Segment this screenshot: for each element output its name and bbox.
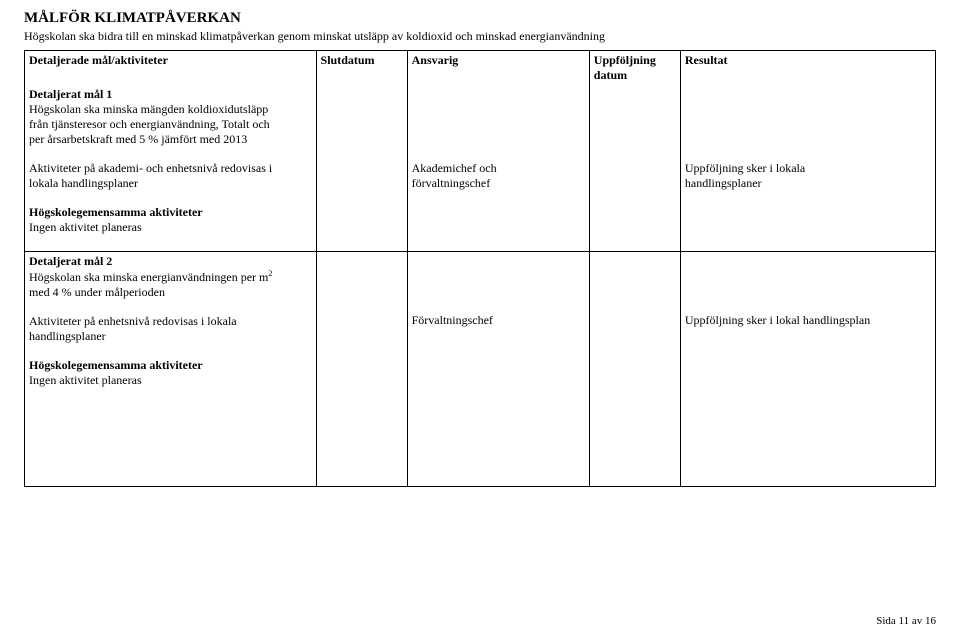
goal2-uppfoljning — [589, 252, 680, 487]
goal2-common-text: Ingen aktivitet planeras — [29, 373, 142, 387]
goal2-ansvarig: Förvaltningschef — [407, 252, 589, 487]
goal2-slutdatum — [316, 252, 407, 487]
col-header-uppfoljning-l1: Uppföljning — [594, 53, 656, 67]
goal2-ansvarig-text: Förvaltningschef — [412, 313, 493, 327]
goal1-text-l2: från tjänsteresor och energianvändning, … — [29, 117, 270, 131]
page-footer: Sida 11 av 16 — [876, 615, 936, 627]
goal2-label: Detaljerat mål 2 — [29, 254, 112, 268]
goal2-common-label: Högskolegemensamma aktiviteter — [29, 358, 203, 372]
page-subtitle: Högskolan ska bidra till en minskad klim… — [24, 29, 936, 44]
goal2-text-l2: med 4 % under målperioden — [29, 285, 165, 299]
goal1-ansvarig-l1: Akademichef och — [412, 161, 497, 175]
goal1-common-text: Ingen aktivitet planeras — [29, 220, 142, 234]
page-title: MÅLFÖR KLIMATPÅVERKAN — [24, 10, 936, 27]
goal2-activity-l1: Aktiviteter på enhetsnivå redovisas i lo… — [29, 314, 237, 328]
goal1-ansvarig-l2: förvaltningschef — [412, 176, 491, 190]
goal1-ansvarig: Akademichef och förvaltningschef — [407, 85, 589, 252]
goal1-slutdatum — [316, 85, 407, 252]
goal1-text-l3: per årsarbetskraft med 5 % jämfört med 2… — [29, 132, 247, 146]
col-header-uppfoljning: Uppföljning datum — [589, 51, 680, 86]
goal2-result-text: Uppföljning sker i lokal handlingsplan — [685, 313, 870, 327]
goal1-text-l1: Högskolan ska minska mängden koldioxidut… — [29, 102, 268, 116]
col-header-ansvarig: Ansvarig — [407, 51, 589, 86]
goal1-resultat: Uppföljning sker i lokala handlingsplane… — [680, 85, 935, 252]
table-header-row: Detaljerade mål/aktiviteter Slutdatum An… — [25, 51, 936, 86]
goal1-activity-l1: Aktiviteter på akademi- och enhetsnivå r… — [29, 161, 272, 175]
col-header-uppfoljning-l2: datum — [594, 68, 627, 82]
goal2-activity-l2: handlingsplaner — [29, 329, 106, 343]
goal2-text-l1a: Högskolan ska minska energianvändningen … — [29, 270, 268, 284]
goal1-row: Detaljerat mål 1 Högskolan ska minska mä… — [25, 85, 936, 252]
goal1-result-l1: Uppföljning sker i lokala — [685, 161, 805, 175]
goal1-uppfoljning — [589, 85, 680, 252]
goal1-common-label: Högskolegemensamma aktiviteter — [29, 205, 203, 219]
goal2-resultat: Uppföljning sker i lokal handlingsplan — [680, 252, 935, 487]
goal1-activity-l2: lokala handlingsplaner — [29, 176, 138, 190]
col-header-slutdatum: Slutdatum — [316, 51, 407, 86]
goal2-text-sup: 2 — [268, 269, 272, 278]
goal2-row: Detaljerat mål 2 Högskolan ska minska en… — [25, 252, 936, 487]
goal1-result-l2: handlingsplaner — [685, 176, 762, 190]
goal1-label: Detaljerat mål 1 — [29, 87, 112, 101]
col-header-activities: Detaljerade mål/aktiviteter — [25, 51, 317, 86]
goals-table: Detaljerade mål/aktiviteter Slutdatum An… — [24, 50, 936, 487]
col-header-resultat: Resultat — [680, 51, 935, 86]
